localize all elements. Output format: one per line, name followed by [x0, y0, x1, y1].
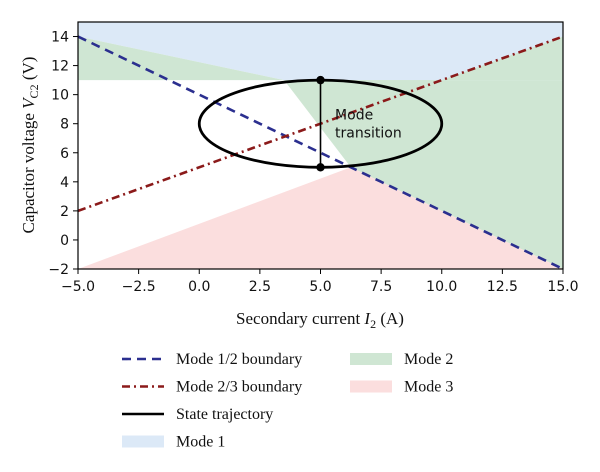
y-tick-label: 10 [51, 88, 69, 104]
x-tick-label: 0.0 [188, 279, 210, 295]
y-tick-label: 14 [51, 30, 69, 46]
transition-point-1 [316, 75, 325, 85]
x-tick-label: 2.5 [249, 279, 271, 295]
legend: Mode 1/2 boundary Mode 2/3 boundary State … [122, 351, 453, 451]
region-mode-2-1 [78, 36, 285, 81]
region-mode-2-3 [284, 80, 563, 269]
x-axis-title: Secondary current I2 (A) [236, 309, 404, 331]
region-mode-3-4 [78, 167, 563, 269]
y-tick-label: 12 [51, 59, 69, 75]
y-tick-label: 0 [60, 233, 69, 249]
x-tick-label: 7.5 [370, 279, 392, 295]
legend-label-state-trajectory: State trajectory [176, 406, 273, 423]
y-axis-title: Capacitor voltage VC2 (V) [19, 57, 41, 234]
y-tick-label: 8 [60, 117, 69, 133]
legend-label-mode-3: Mode 3 [404, 379, 453, 396]
x-tick-label: 5.0 [309, 279, 331, 295]
transition-point-2 [316, 163, 325, 172]
legend-swatch-mode-3 [350, 380, 392, 393]
annotations: Mode transition [316, 75, 402, 172]
x-tick-label: −5.0 [61, 279, 95, 295]
legend-label-mode-2-3-boundary: Mode 2/3 boundary [176, 379, 302, 396]
legend-swatch-mode-1 [122, 435, 164, 448]
x-tick-label: 15.0 [547, 279, 578, 295]
legend-swatch-mode-2 [350, 353, 392, 365]
mode-regions [78, 22, 563, 269]
y-tick-label: 2 [60, 204, 69, 220]
region-mode-1-0 [78, 22, 563, 81]
y-tick-label: 6 [60, 146, 69, 162]
annotation-line-1: Mode [335, 108, 373, 124]
legend-label-mode-1: Mode 1 [176, 434, 225, 451]
annotation-line-2: transition [335, 126, 402, 142]
legend-label-mode-1-2-boundary: Mode 1/2 boundary [176, 351, 302, 368]
y-tick-label: −2 [48, 262, 69, 278]
y-axis-ticks: −2 0 2 4 6 8 10 12 14 [48, 30, 78, 278]
x-tick-label: 10.0 [426, 279, 457, 295]
x-tick-label: 12.5 [487, 279, 518, 295]
y-tick-label: 4 [60, 175, 69, 191]
legend-label-mode-2: Mode 2 [404, 351, 453, 368]
x-tick-label: −2.5 [122, 279, 156, 295]
x-axis-ticks: −5.0 −2.5 0.0 2.5 5.0 7.5 10.0 12.5 15.0 [61, 269, 579, 295]
